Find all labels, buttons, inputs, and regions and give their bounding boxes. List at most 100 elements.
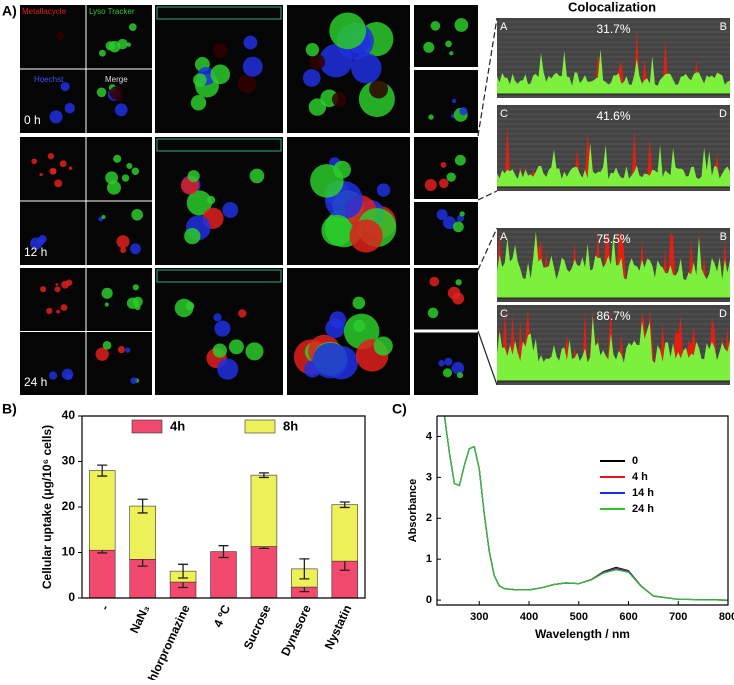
- cell-signal: [184, 227, 201, 245]
- y-tick-label: 20: [62, 499, 76, 513]
- error-bar: [218, 545, 229, 559]
- x-tick-label: -: [97, 603, 111, 613]
- axes: [81, 415, 366, 599]
- legend-label: 8h: [283, 418, 298, 433]
- error-bar: [258, 472, 269, 479]
- x-tick-label: 600: [619, 611, 637, 623]
- panel-label: A): [2, 3, 17, 19]
- bar: [250, 474, 278, 547]
- cell-signal: [302, 69, 321, 87]
- cell-signal: [48, 371, 58, 380]
- profile-end: B: [720, 21, 727, 33]
- image-panel-frame: [156, 6, 282, 20]
- green-profile: [497, 142, 730, 187]
- y-tick-label: 4: [426, 430, 433, 442]
- connector: [477, 17, 498, 137]
- cell-signal: [222, 202, 239, 218]
- cell-signal: [60, 304, 68, 311]
- cell-signal: [214, 320, 231, 337]
- legend-label: 4 h: [632, 471, 648, 483]
- cell-signal: [54, 286, 61, 293]
- colocalization-title: Colocalization: [568, 0, 656, 14]
- cell-signal: [451, 361, 465, 375]
- cell-signal: [96, 87, 107, 98]
- x-tick-label: 800: [719, 611, 734, 623]
- y-axis-label: Cellular uptake (μg/10⁶ cells): [40, 425, 54, 589]
- cell-signal: [452, 98, 457, 104]
- x-tick-label: Sucrose: [241, 602, 274, 651]
- cell-signal: [438, 178, 449, 189]
- bar: [88, 549, 116, 599]
- y-tick-label: 10: [62, 545, 76, 559]
- bar: [129, 505, 156, 560]
- profile-end: D: [719, 308, 727, 320]
- time-label: 12 h: [24, 245, 47, 259]
- connector: [477, 227, 498, 271]
- cell-signal: [116, 235, 130, 249]
- cell-signal: [212, 343, 227, 358]
- image-panel: [414, 268, 478, 330]
- cell-signal: [438, 360, 445, 367]
- legend-label: 14 h: [632, 487, 654, 499]
- y-tick-label: 1: [426, 553, 432, 565]
- cell-signal: [54, 179, 63, 188]
- cell-signal: [185, 301, 195, 311]
- error-bar: [339, 501, 350, 509]
- cell-signal: [309, 54, 326, 70]
- cell-signal: [456, 372, 464, 379]
- y-tick-label: 3: [426, 471, 432, 483]
- y-tick-label: 40: [62, 408, 76, 422]
- bar: [88, 470, 116, 551]
- cell-signal: [442, 216, 456, 230]
- cell-signal: [132, 284, 139, 291]
- cell-signal: [113, 154, 122, 163]
- colocalization-percent: 31.7%: [596, 22, 630, 36]
- line-series: [443, 415, 729, 601]
- cell-signal: [121, 174, 130, 182]
- image-panel: [155, 137, 283, 265]
- cell-signal: [126, 42, 132, 47]
- cell-signal: [349, 219, 383, 253]
- cell-signal: [217, 358, 239, 380]
- cell-signal: [132, 296, 143, 307]
- cell-signal: [125, 347, 131, 353]
- cell-signal: [116, 95, 123, 101]
- x-axis-label: Wavelength / nm: [535, 627, 630, 641]
- x-tick-label: 500: [570, 611, 588, 623]
- profile-start: C: [500, 108, 508, 120]
- cell-signal: [131, 208, 143, 221]
- cell-signal: [212, 43, 228, 58]
- cell-signal: [190, 95, 207, 111]
- cell-signal: [423, 41, 435, 53]
- x-tick-label: Dynasore: [278, 602, 314, 658]
- cell-signal: [128, 23, 137, 31]
- cell-signal: [107, 180, 121, 195]
- cell-signal: [213, 313, 222, 322]
- legend-label: 24 h: [632, 503, 654, 515]
- cell-signal: [102, 340, 112, 350]
- line-series: [443, 415, 729, 601]
- cell-signal: [95, 347, 109, 361]
- line-series: [443, 415, 729, 601]
- stain-label: Metallacycle: [22, 7, 67, 16]
- stain-label: Merge: [105, 75, 128, 84]
- cell-signal: [206, 195, 216, 205]
- image-panel-frame: [156, 269, 282, 283]
- x-tick-label: Nystatin: [322, 603, 355, 652]
- cell-signal: [242, 56, 263, 77]
- x-tick-label: NaN₃: [127, 603, 152, 636]
- cell-signal: [249, 168, 265, 184]
- profile-start: A: [500, 21, 508, 33]
- cell-signal: [305, 43, 320, 57]
- cell-signal: [424, 178, 437, 191]
- cell-signal: [55, 283, 59, 286]
- cell-signal: [446, 172, 456, 182]
- cell-signal: [369, 79, 389, 99]
- cell-signal: [60, 81, 70, 92]
- legend-swatch: [131, 419, 163, 434]
- bar: [331, 504, 359, 562]
- cell-signal: [56, 31, 65, 40]
- profile-end: B: [720, 231, 727, 243]
- cell-signal: [40, 286, 47, 293]
